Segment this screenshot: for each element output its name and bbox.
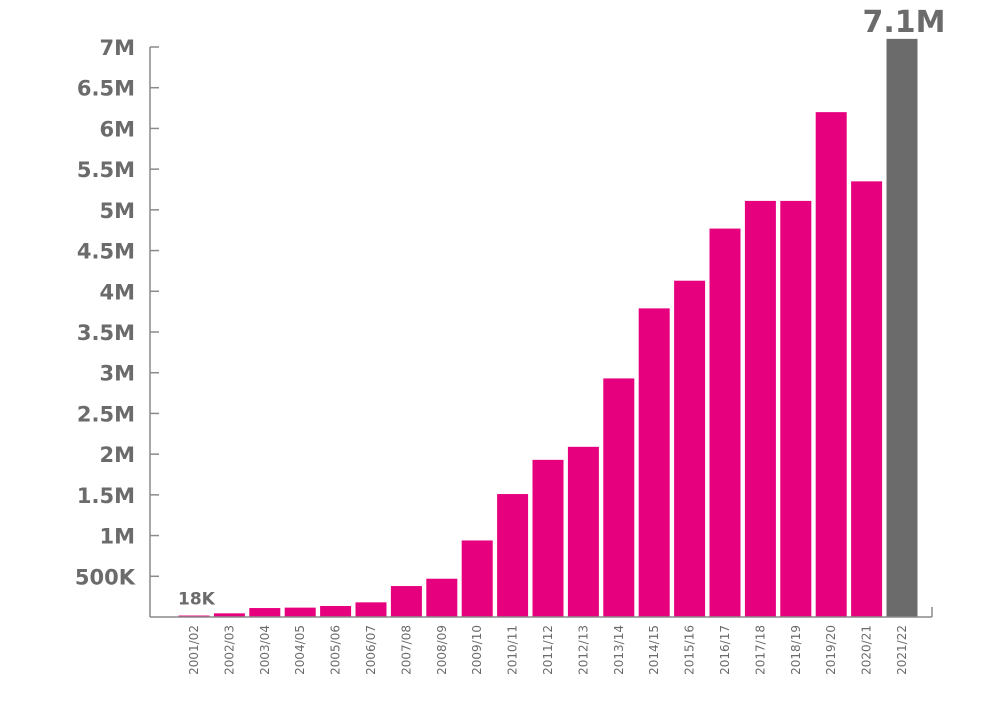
- y-tick-label: 4.5M: [77, 240, 135, 264]
- bar: [461, 540, 493, 617]
- y-axis: 500K 1M 1.5M 2M 2.5M 3M 3.5M 4M 4.5M 5M 5.5M 6M 6.5M…: [75, 36, 159, 617]
- x-tick-label: 2007/08: [399, 625, 413, 675]
- y-tick-label: 3.5M: [77, 321, 135, 345]
- bar: [709, 228, 741, 618]
- data-label: 7.1M: [863, 5, 946, 40]
- x-tick-label: 2005/06: [329, 625, 343, 675]
- x-tick-label: 2010/11: [506, 625, 520, 675]
- y-tick-label: 5.5M: [77, 158, 135, 182]
- bar: [390, 586, 422, 617]
- bar: [744, 200, 776, 617]
- y-tick-label: 6.5M: [77, 77, 135, 101]
- y-tick-label: 4M: [99, 280, 135, 304]
- bar: [426, 578, 458, 617]
- x-tick-label: 2009/10: [470, 625, 484, 675]
- bars: [178, 38, 918, 618]
- y-tick-label: 5M: [99, 199, 135, 223]
- bar: [497, 494, 529, 617]
- x-tick-label: 2018/19: [789, 625, 803, 675]
- x-tick-label: 2011/12: [541, 625, 555, 675]
- x-tick-label: 2020/21: [860, 625, 874, 675]
- x-tick-label: 2013/14: [612, 625, 626, 675]
- x-tick-label: 2017/18: [753, 625, 767, 675]
- bar: [851, 181, 883, 617]
- x-tick-label: 2008/09: [435, 625, 449, 675]
- y-tick-label: 1M: [99, 525, 135, 549]
- x-tick-label: 2003/04: [258, 625, 272, 675]
- x-tick-label: 2016/17: [718, 625, 732, 675]
- x-tick-label: 2006/07: [364, 625, 378, 675]
- data-label: 18K: [178, 590, 216, 610]
- x-axis: 2001/02 2002/03 2003/04 2004/05 2005/06 2006/…: [150, 607, 933, 675]
- x-tick-label: 2001/02: [187, 625, 201, 675]
- y-tick-label: 500K: [75, 565, 136, 589]
- y-tick-label: 2M: [99, 443, 135, 467]
- bar: [567, 446, 599, 617]
- y-tick-label: 3M: [99, 362, 135, 386]
- x-tick-label: 2014/15: [647, 625, 661, 675]
- bar: [284, 607, 316, 617]
- x-tick-label: 2015/16: [683, 625, 697, 675]
- bar: [320, 606, 352, 617]
- y-tick-label: 2.5M: [77, 402, 135, 426]
- bar: [815, 112, 847, 618]
- bar: [780, 200, 812, 617]
- x-tick-label: 2019/20: [824, 625, 838, 675]
- x-tick-label: 2021/22: [895, 625, 909, 675]
- x-tick-label: 2002/03: [222, 625, 236, 675]
- x-tick-label: 2004/05: [293, 625, 307, 675]
- bar: [603, 378, 635, 617]
- y-tick-label: 6M: [99, 117, 135, 141]
- bar: [355, 602, 387, 617]
- y-tick-label: 7M: [99, 36, 135, 60]
- y-tick-label: 1.5M: [77, 484, 135, 508]
- bar: [213, 613, 245, 617]
- data-labels: 18K 7.1M: [178, 5, 946, 610]
- x-tick-label: 2012/13: [576, 625, 590, 675]
- bar: [249, 608, 281, 617]
- bar: [674, 280, 706, 617]
- bar: [886, 38, 918, 618]
- bar: [638, 308, 670, 617]
- bar: [532, 459, 564, 617]
